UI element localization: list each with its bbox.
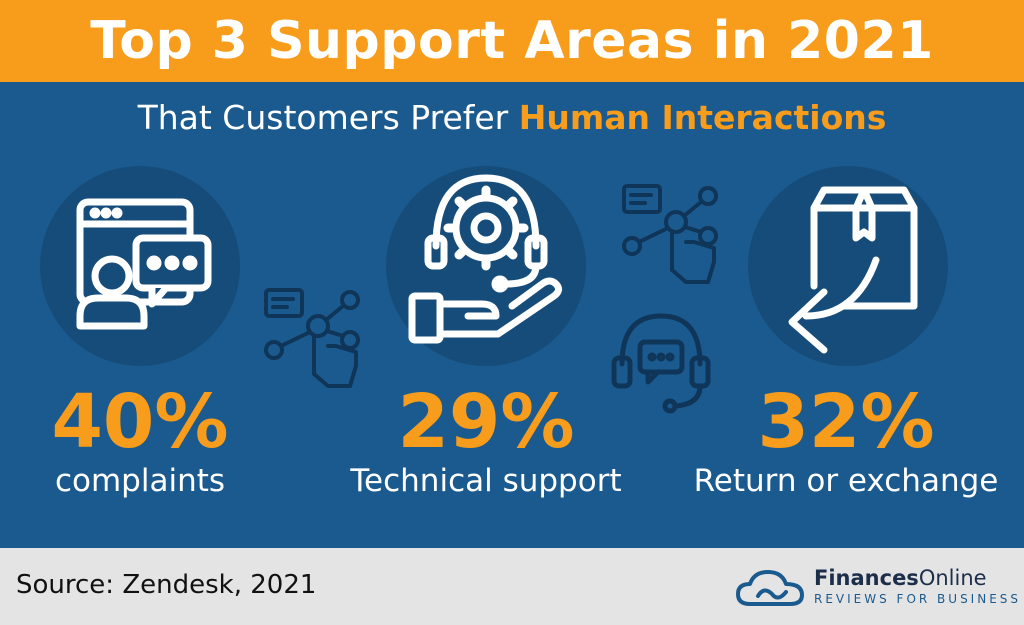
stat-value: 29% <box>397 379 575 465</box>
subtitle-prefix: That Customers Prefer <box>137 98 509 137</box>
stat-technical-support: 29% Technical support <box>316 382 656 500</box>
financesonline-logo: FinancesOnline REVIEWS FOR BUSINESS <box>736 564 1018 612</box>
footer: Source: Zendesk, 2021 FinancesOnline REV… <box>0 548 1024 625</box>
box-return-arrow-icon <box>748 166 948 366</box>
stat-value: 32% <box>757 379 935 465</box>
stat-label: Technical support <box>350 463 622 499</box>
subtitle: That Customers Prefer Human Interactions <box>0 98 1024 137</box>
main-panel: That Customers Prefer Human Interactions <box>0 82 1024 548</box>
stat-label: Return or exchange <box>693 463 999 499</box>
brand-tagline: REVIEWS FOR BUSINESS <box>814 592 1022 606</box>
touch-network-icon <box>622 184 718 284</box>
title-banner: Top 3 Support Areas in 2021 <box>0 0 1024 82</box>
chat-window-person-icon <box>40 166 240 366</box>
stat-complaints: 40% complaints <box>0 382 310 500</box>
stat-value: 40% <box>51 379 229 465</box>
gear-headset-hand-icon <box>386 166 586 366</box>
headset-chat-icon <box>611 313 711 414</box>
page-title: Top 3 Support Areas in 2021 <box>90 11 934 71</box>
subtitle-highlight: Human Interactions <box>518 98 887 137</box>
touch-network-icon <box>264 288 360 388</box>
cloud-icon <box>736 570 804 606</box>
stat-label: complaints <box>54 463 226 499</box>
brand-name: FinancesOnline <box>814 566 987 590</box>
stat-return-exchange: 32% Return or exchange <box>676 382 1016 500</box>
source-text: Source: Zendesk, 2021 <box>16 570 317 600</box>
